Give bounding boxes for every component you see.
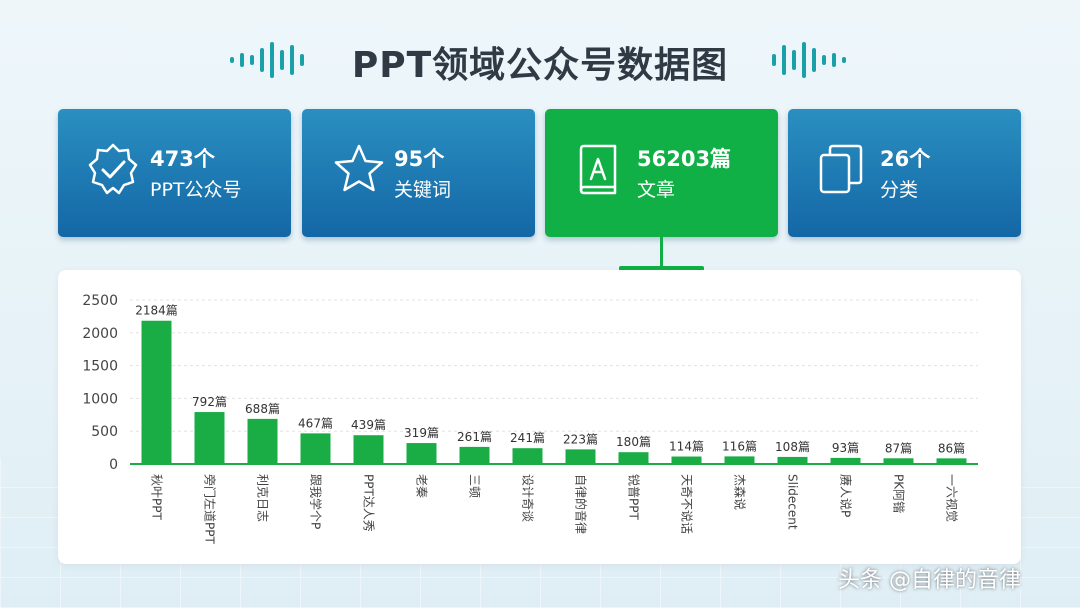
bar [512,448,543,464]
x-tick-label: 杰森说 [733,474,748,510]
bar [247,418,278,464]
bar [565,449,596,464]
watermark: 头条 @自律的音律 [838,568,1021,593]
bar [618,452,649,464]
chart-panel: 0 500 1000 1500 2000 2500 2184篇秋叶PPT 792篇旁门左道PP… [58,270,1021,564]
stat-value: 473个 [150,147,215,171]
data-label: 319篇 [404,425,439,440]
x-tick-label: Slidecent [786,474,800,530]
stat-value: 26个 [880,147,931,171]
bar [830,457,861,464]
x-tick-label: 跟我学个P [309,474,324,529]
page-title: PPT领域公众号数据图 [351,45,729,86]
x-tick-label: 设计奇谈 [521,474,535,522]
x-tick-label: 三顿 [468,474,482,498]
data-label: 108篇 [775,439,810,454]
card-connector-line [660,237,663,268]
bar [459,446,490,464]
x-tick-label: 老秦 [415,474,429,498]
sound-wave-icon [772,42,846,78]
stat-label: 文章 [637,179,676,201]
data-label: 114篇 [669,439,704,454]
x-tick-label: 锐普PPT [627,474,641,520]
x-tick-label: 自律的音律 [574,474,589,534]
bar [724,456,755,464]
data-label: 87篇 [885,440,912,455]
data-label: 241篇 [510,430,545,445]
bar [936,458,967,464]
bar [300,433,331,464]
copy-icon [819,144,863,194]
data-label: 116篇 [722,438,757,453]
header: PPT领域公众号数据图 [0,32,1080,88]
data-label: 688篇 [245,401,280,416]
bar [194,412,225,464]
data-label: 467篇 [298,415,333,430]
data-label: 792篇 [192,394,227,409]
star-icon [334,144,384,192]
x-tick-label: PK阿锴 [892,474,907,513]
x-tick-label: 天奇不说话 [680,474,695,534]
sound-wave-icon [230,42,304,78]
y-tick-label: 1000 [82,391,118,407]
data-label: 2184篇 [135,303,178,318]
x-tick-label: PPT达人秀 [362,474,376,532]
bar [671,456,702,464]
data-label: 180篇 [616,434,651,449]
y-tick-label: 1500 [82,359,118,375]
x-tick-label: 旁门左道PPT [203,474,218,544]
stat-label: 关键词 [394,179,452,201]
stat-card-keywords: 95个 关键词 [302,109,535,237]
y-tick-label: 0 [109,457,118,473]
x-tick-label: 一六视觉 [945,474,960,522]
data-label: 223篇 [563,431,598,446]
bar [777,456,808,464]
data-label: 439篇 [351,417,386,432]
badge-check-icon [88,143,138,195]
stat-card-accounts: 473个 PPT公众号 [58,109,291,237]
y-tick-label: 500 [91,424,118,440]
data-label: 261篇 [457,429,492,444]
bar [406,443,437,464]
card-connector-bar [619,266,704,272]
y-tick-label: 2500 [82,293,118,309]
bar [141,320,172,464]
stat-label: PPT公众号 [150,179,242,201]
y-tick-label: 2000 [82,326,118,342]
x-tick-label: 利克日志 [256,474,270,522]
book-icon [579,144,617,195]
bar [883,458,914,464]
bar [353,435,384,464]
stat-value: 95个 [394,147,445,171]
stat-value: 56203篇 [637,147,732,171]
stat-card-categories: 26个 分类 [788,109,1021,237]
x-tick-label: 秋叶PPT [150,474,164,520]
stat-card-articles: 56203篇 文章 [545,109,778,237]
stat-label: 分类 [880,179,919,201]
data-label: 93篇 [832,440,859,455]
data-label: 86篇 [938,440,965,455]
x-tick-label: 赓人说P [839,474,854,517]
